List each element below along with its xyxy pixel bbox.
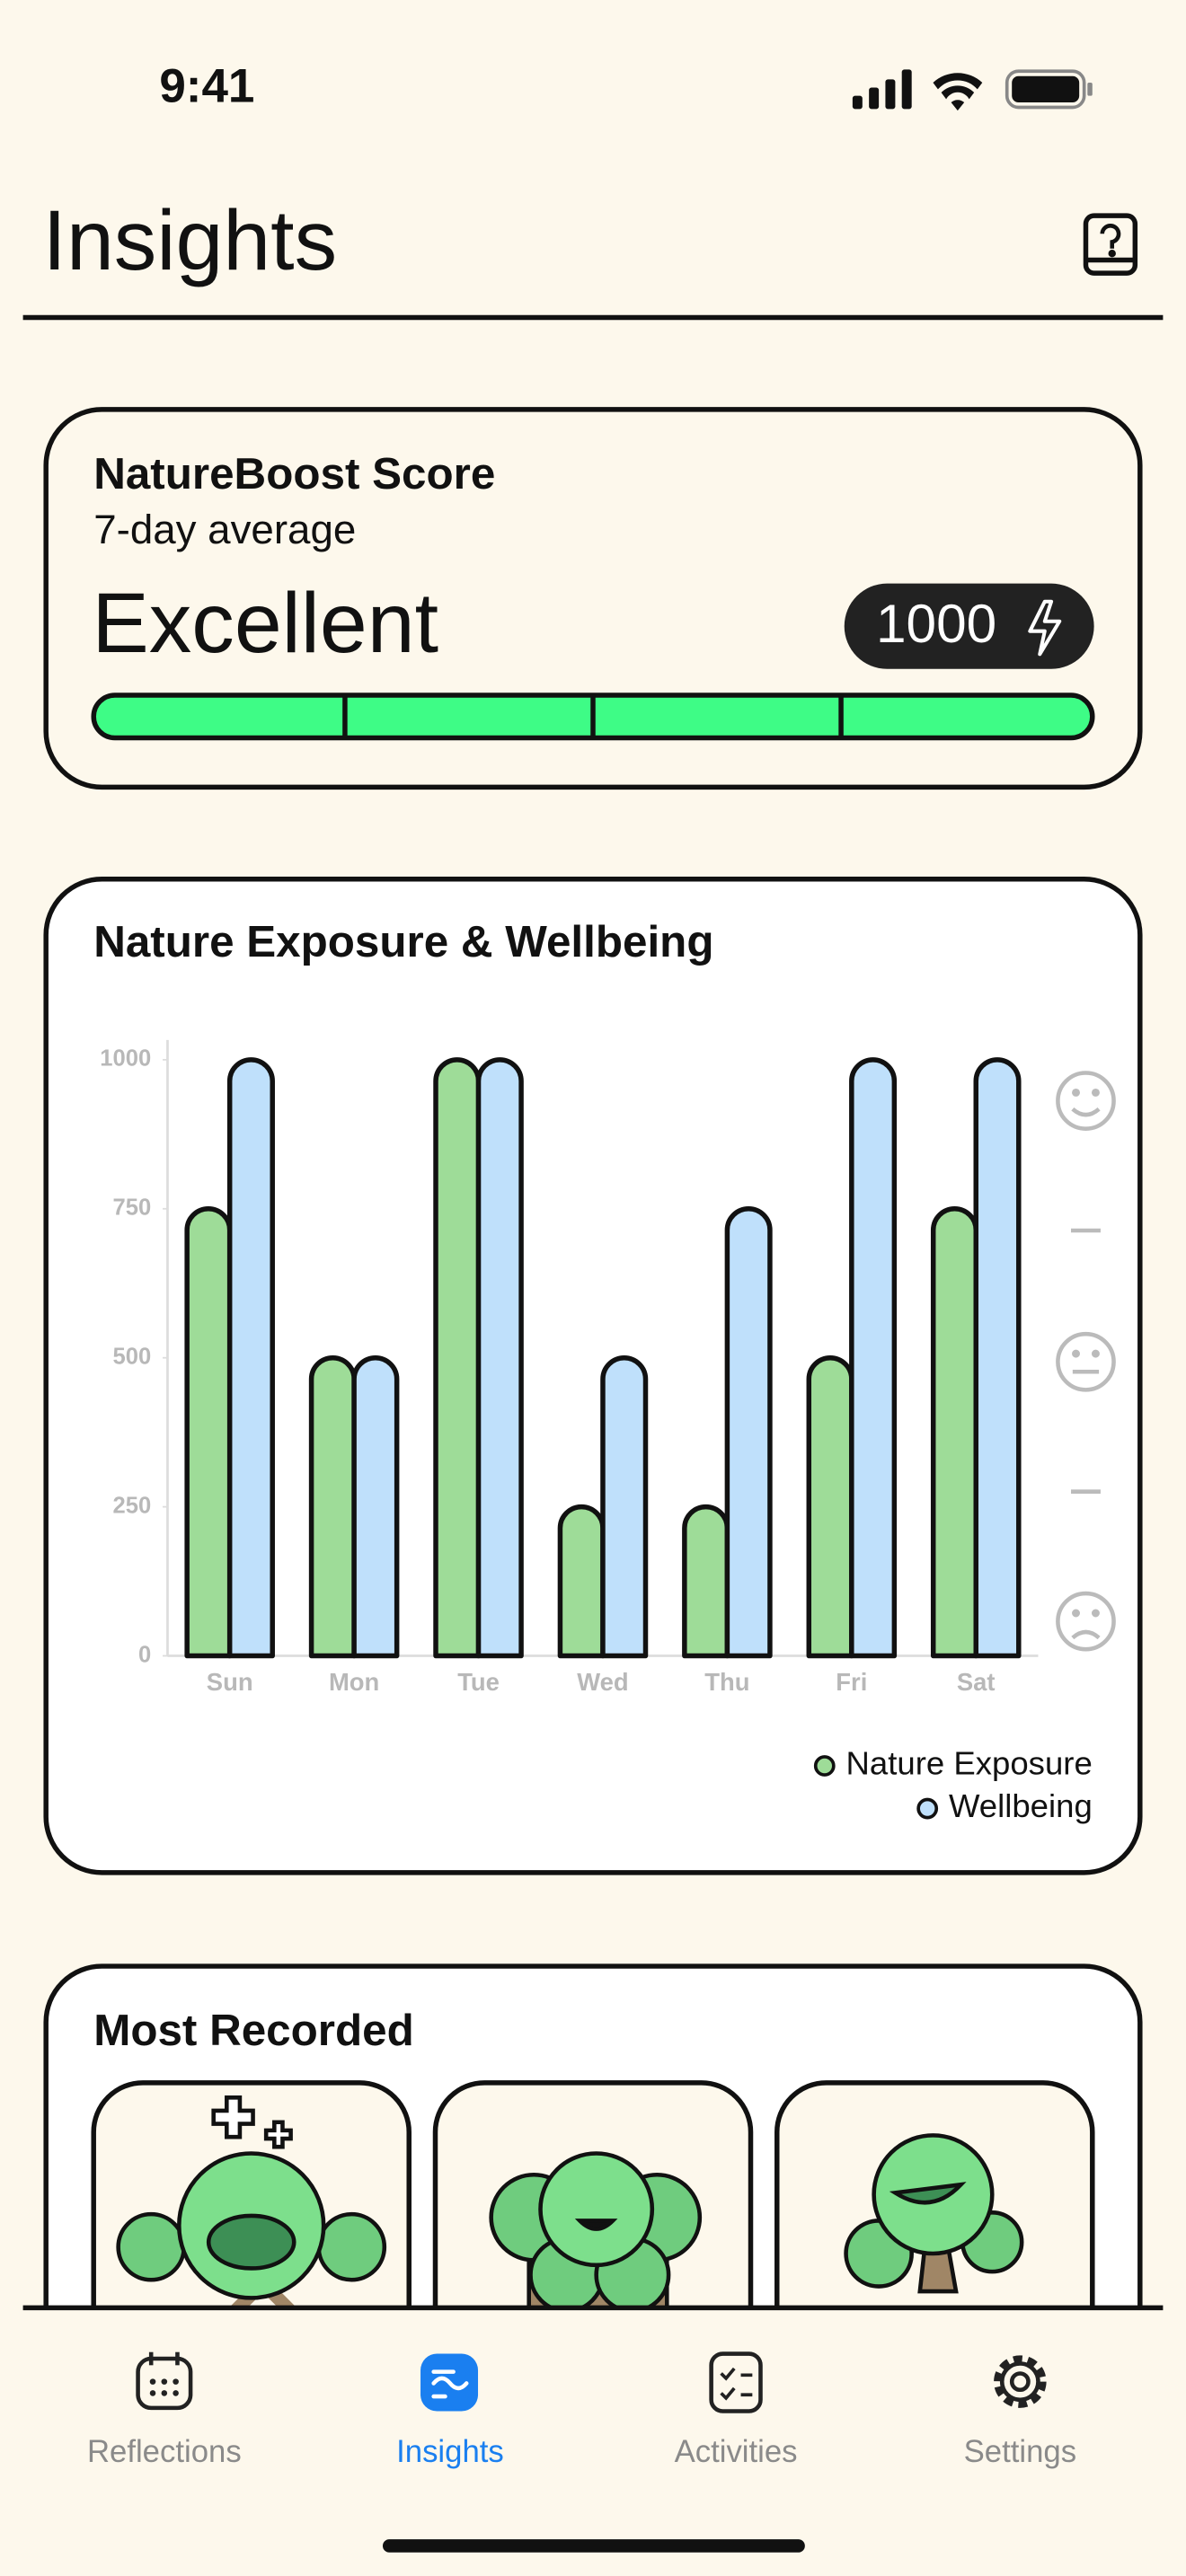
tab-settings[interactable]: Settings [964,2355,1076,2469]
bar [600,1355,649,1659]
x-tick-label: Thu [704,1668,749,1696]
bar [724,1206,773,1659]
legend-label: Nature Exposure [846,1745,1093,1782]
bar [930,1206,978,1659]
most-recorded-title: Most Recorded [93,2006,414,2055]
bar [184,1206,233,1659]
y-tick-label: 500 [113,1344,152,1369]
score-pill [844,583,1094,669]
bar [351,1355,400,1659]
tab-label[interactable]: Activities [675,2435,798,2469]
x-tick-label: Tue [457,1668,500,1696]
bar [682,1504,730,1659]
score-rating: Excellent [92,576,438,671]
bar [557,1504,606,1659]
y-tick-label: 1000 [100,1046,151,1072]
bar [973,1057,1022,1659]
score-title: NatureBoost Score [93,449,495,498]
bar [226,1057,275,1659]
status-time: 9:41 [159,59,254,112]
x-tick-label: Sun [207,1668,253,1696]
y-tick-label: 250 [113,1493,152,1518]
score-value: 1000 [876,593,996,654]
tree-illustrations [116,2095,1024,2321]
x-tick-label: Fri [836,1668,867,1696]
home-indicator [382,2539,805,2553]
y-tick-label: 750 [113,1195,152,1221]
bolt-icon [1028,599,1062,657]
status-icons [852,69,1093,111]
tab-insights[interactable]: Insights [396,2353,504,2470]
x-tick-label: Sat [957,1668,996,1696]
x-tick-label: Mon [329,1668,379,1696]
legend-swatch [813,1755,836,1777]
bar [806,1355,854,1659]
progress-dividers [342,695,844,738]
tab-bar [0,2307,1186,2576]
chart: 0 250 500 750 1000 Sun Mon Tue Wed Thu Fri Sat Natur… [100,1039,1093,1824]
help-button[interactable] [1083,213,1138,276]
page-title: Insights [43,193,338,288]
legend-label: Wellbeing [949,1787,1093,1824]
bar [849,1057,898,1659]
legend-swatch [916,1797,939,1820]
tab-reflections[interactable]: Reflections [87,2351,242,2470]
tab-label[interactable]: Reflections [87,2435,242,2469]
mood-scale [1056,1071,1116,1652]
tab-label[interactable]: Insights [396,2435,504,2469]
x-tick-label: Wed [577,1668,628,1696]
y-tick-label: 0 [138,1642,151,1667]
bar [433,1057,482,1659]
bar [308,1355,357,1659]
chart-title: Nature Exposure & Wellbeing [93,917,713,966]
score-subtitle: 7-day average [93,507,356,552]
bar [475,1057,524,1659]
tab-label[interactable]: Settings [964,2435,1076,2469]
tab-activities[interactable]: Activities [675,2351,798,2470]
